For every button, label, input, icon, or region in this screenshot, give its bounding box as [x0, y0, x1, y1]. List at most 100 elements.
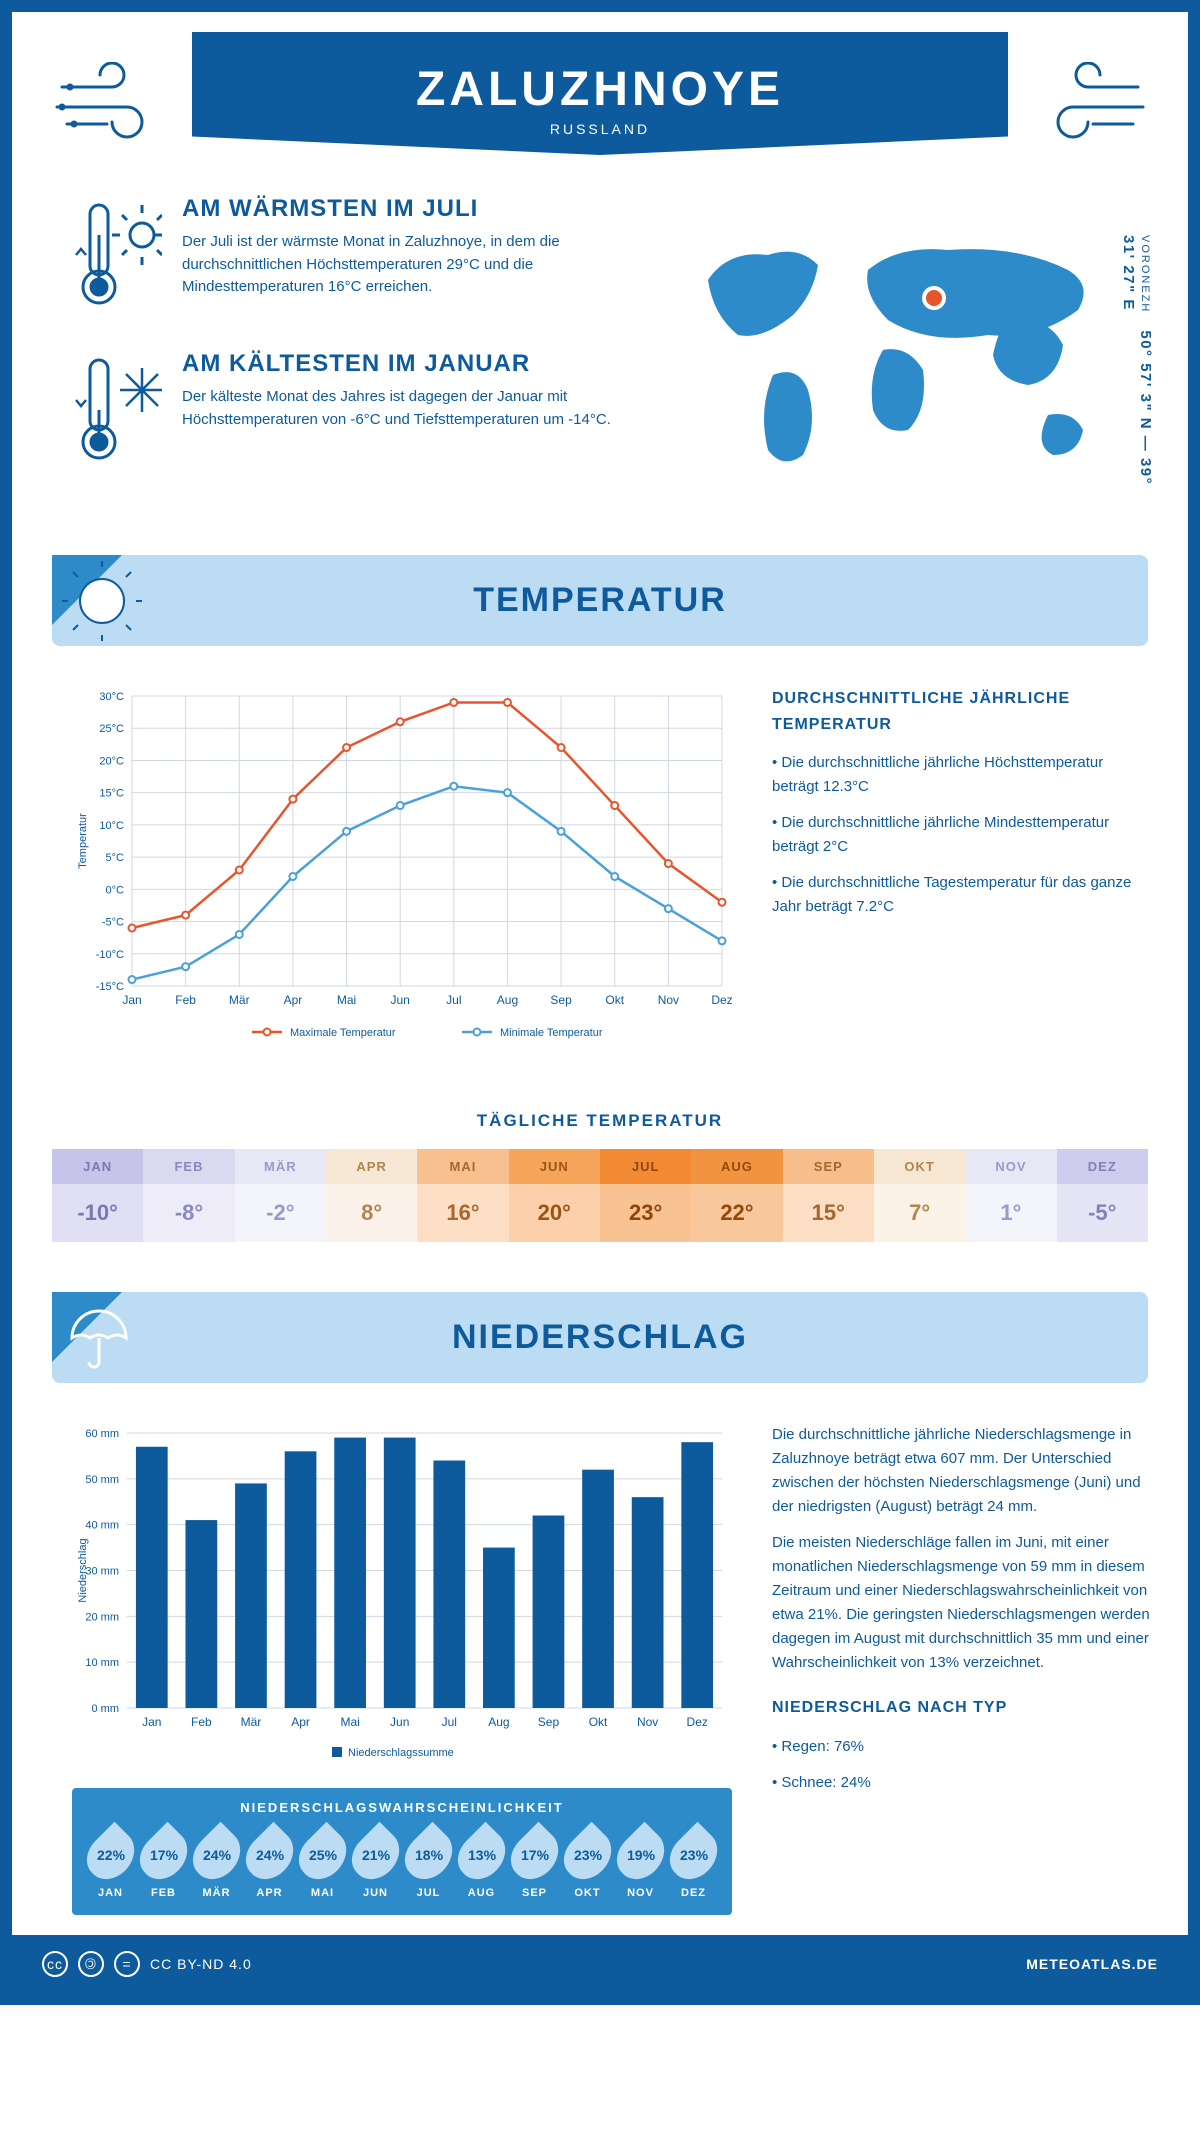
- svg-text:Jun: Jun: [391, 993, 410, 1007]
- coldest-fact: AM KÄLTESTEN IM JANUAR Der kälteste Mona…: [72, 350, 628, 475]
- svg-text:Jul: Jul: [446, 993, 461, 1007]
- temperature-line-chart: -15°C -10°C -5°C 0°C 5°C 10°C 15°C 20°C 25°C 30°C…: [72, 686, 732, 1046]
- prob-cell: 23%OKT: [563, 1829, 612, 1899]
- prob-cell: 24%MÄR: [192, 1829, 241, 1899]
- svg-text:Okt: Okt: [605, 993, 624, 1007]
- location-country: RUSSLAND: [192, 121, 1008, 137]
- svg-text:Niederschlagssumme: Niederschlagssumme: [348, 1747, 454, 1759]
- prob-cell: 13%AUG: [457, 1829, 506, 1899]
- svg-text:0 mm: 0 mm: [92, 1703, 120, 1715]
- prob-cell: 21%JUN: [351, 1829, 400, 1899]
- svg-text:Aug: Aug: [497, 993, 518, 1007]
- prob-cell: 25%MAI: [298, 1829, 347, 1899]
- month-cell: FEB -8°: [143, 1149, 234, 1242]
- prob-cell: 19%NOV: [616, 1829, 665, 1899]
- svg-text:0°C: 0°C: [106, 884, 125, 896]
- svg-text:Mai: Mai: [340, 1715, 359, 1729]
- svg-text:Niederschlag: Niederschlag: [77, 1538, 89, 1602]
- svg-text:Apr: Apr: [284, 993, 303, 1007]
- coldest-title: AM KÄLTESTEN IM JANUAR: [182, 350, 628, 378]
- warmest-fact: AM WÄRMSTEN IM JULI Der Juli ist der wär…: [72, 195, 628, 320]
- site-name: METEOATLAS.DE: [1026, 1956, 1158, 1972]
- thermometer-hot-icon: [72, 195, 162, 315]
- svg-text:Dez: Dez: [687, 1715, 708, 1729]
- svg-text:Sep: Sep: [550, 993, 572, 1007]
- month-cell: MAI 16°: [417, 1149, 508, 1242]
- svg-text:Jun: Jun: [390, 1715, 409, 1729]
- svg-text:Dez: Dez: [711, 993, 732, 1007]
- svg-text:Okt: Okt: [589, 1715, 608, 1729]
- svg-text:25°C: 25°C: [99, 723, 124, 735]
- coldest-text: Der kälteste Monat des Jahres ist dagege…: [182, 386, 628, 431]
- sun-icon: [62, 561, 142, 641]
- svg-text:Nov: Nov: [658, 993, 679, 1007]
- infographic-frame: ZALUZHNOYE RUSSLAND: [0, 0, 1200, 2005]
- svg-text:Feb: Feb: [175, 993, 196, 1007]
- svg-text:10 mm: 10 mm: [85, 1657, 119, 1669]
- prob-cell: 24%APR: [245, 1829, 294, 1899]
- month-cell: APR 8°: [326, 1149, 417, 1242]
- prob-cell: 18%JUL: [404, 1829, 453, 1899]
- svg-text:40 mm: 40 mm: [85, 1520, 119, 1532]
- prob-cell: 17%FEB: [139, 1829, 188, 1899]
- location-title: ZALUZHNOYE: [192, 62, 1008, 117]
- world-map: VORONEZH 50° 57' 3" N — 39° 31' 27" E: [668, 195, 1128, 505]
- svg-text:Aug: Aug: [488, 1715, 509, 1729]
- prob-cell: 23%DEZ: [669, 1829, 718, 1899]
- svg-text:Mai: Mai: [337, 993, 356, 1007]
- svg-text:Maximale Temperatur: Maximale Temperatur: [290, 1027, 396, 1039]
- svg-text:20°C: 20°C: [99, 755, 124, 767]
- month-cell: NOV 1°: [965, 1149, 1056, 1242]
- section-header-temperature: TEMPERATUR: [52, 555, 1148, 646]
- svg-text:10°C: 10°C: [99, 820, 124, 832]
- warmest-title: AM WÄRMSTEN IM JULI: [182, 195, 628, 223]
- svg-text:Jul: Jul: [442, 1715, 457, 1729]
- month-cell: SEP 15°: [783, 1149, 874, 1242]
- svg-text:30 mm: 30 mm: [85, 1566, 119, 1578]
- svg-text:Apr: Apr: [291, 1715, 310, 1729]
- svg-text:Feb: Feb: [191, 1715, 212, 1729]
- svg-text:Temperatur: Temperatur: [77, 813, 89, 869]
- month-cell: OKT 7°: [874, 1149, 965, 1242]
- svg-text:-15°C: -15°C: [96, 981, 124, 993]
- month-cell: JAN -10°: [52, 1149, 143, 1242]
- svg-text:Jan: Jan: [142, 1715, 161, 1729]
- coordinates: VORONEZH 50° 57' 3" N — 39° 31' 27" E: [1120, 235, 1154, 505]
- svg-text:Jan: Jan: [122, 993, 141, 1007]
- temperature-summary-text: DURCHSCHNITTLICHE JÄHRLICHE TEMPERATUR •…: [772, 686, 1152, 1051]
- precip-summary-text: Die durchschnittliche jährliche Niedersc…: [772, 1423, 1152, 1915]
- wind-icon: [52, 62, 182, 152]
- svg-text:30°C: 30°C: [99, 691, 124, 703]
- month-cell: JUL 23°: [600, 1149, 691, 1242]
- header-banner: ZALUZHNOYE RUSSLAND: [192, 32, 1008, 155]
- month-cell: MÄR -2°: [235, 1149, 326, 1242]
- svg-text:Mär: Mär: [241, 1715, 262, 1729]
- daily-temp-table: JAN -10°FEB -8°MÄR -2°APR 8°MAI 16°JUN 2…: [52, 1149, 1148, 1242]
- footer: cc🄯= CC BY-ND 4.0 METEOATLAS.DE: [12, 1935, 1188, 1993]
- svg-text:Mär: Mär: [229, 993, 250, 1007]
- prob-cell: 22%JAN: [86, 1829, 135, 1899]
- precipitation-bar-chart: 0 mm 10 mm 20 mm 30 mm 40 mm 50 mm 60 mm Jan Feb…: [72, 1423, 732, 1763]
- svg-text:Minimale Temperatur: Minimale Temperatur: [500, 1027, 603, 1039]
- svg-text:5°C: 5°C: [106, 852, 125, 864]
- svg-text:Nov: Nov: [637, 1715, 658, 1729]
- month-cell: AUG 22°: [691, 1149, 782, 1242]
- svg-text:20 mm: 20 mm: [85, 1611, 119, 1623]
- svg-text:-5°C: -5°C: [102, 917, 124, 929]
- svg-text:15°C: 15°C: [99, 788, 124, 800]
- section-header-precip: NIEDERSCHLAG: [52, 1292, 1148, 1383]
- umbrella-icon: [62, 1298, 136, 1372]
- svg-text:-10°C: -10°C: [96, 949, 124, 961]
- precip-probability-box: NIEDERSCHLAGSWAHRSCHEINLICHKEIT 22%JAN17…: [72, 1788, 732, 1915]
- svg-text:Sep: Sep: [538, 1715, 560, 1729]
- svg-text:50 mm: 50 mm: [85, 1474, 119, 1486]
- month-cell: DEZ -5°: [1057, 1149, 1148, 1242]
- wind-icon: [1018, 62, 1148, 152]
- warmest-text: Der Juli ist der wärmste Monat in Zaluzh…: [182, 231, 628, 299]
- daily-temp-heading: TÄGLICHE TEMPERATUR: [12, 1111, 1188, 1131]
- svg-text:60 mm: 60 mm: [85, 1428, 119, 1440]
- month-cell: JUN 20°: [509, 1149, 600, 1242]
- license: cc🄯= CC BY-ND 4.0: [42, 1951, 252, 1977]
- prob-cell: 17%SEP: [510, 1829, 559, 1899]
- summary-row: AM WÄRMSTEN IM JULI Der Juli ist der wär…: [12, 155, 1188, 535]
